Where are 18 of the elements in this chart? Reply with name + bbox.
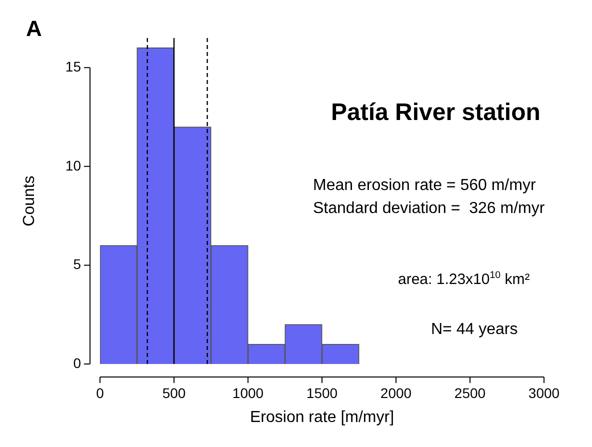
y-tick-label: 15 bbox=[65, 58, 82, 74]
annotation: Mean erosion rate = 560 m/myr bbox=[313, 177, 536, 194]
x-tick-label: 2500 bbox=[454, 384, 486, 401]
y-tick-label: 5 bbox=[73, 256, 82, 272]
x-tick-label: 2000 bbox=[380, 384, 412, 401]
y-tick-label: 10 bbox=[65, 157, 82, 174]
x-tick-label: 0 bbox=[96, 384, 104, 401]
x-tick-label: 1000 bbox=[232, 384, 264, 401]
annotation: Standard deviation = 326 m/myr bbox=[313, 200, 546, 217]
x-tick-label: 3000 bbox=[528, 384, 560, 401]
x-tick-label: 500 bbox=[162, 384, 186, 401]
x-axis-title: Erosion rate [m/myr] bbox=[250, 409, 394, 426]
y-axis-title: Counts bbox=[21, 176, 38, 226]
y-tick-label: 0 bbox=[73, 354, 82, 371]
x-tick-label: 1500 bbox=[306, 384, 338, 401]
text: A bbox=[26, 16, 42, 41]
text: Patía River station bbox=[331, 99, 540, 126]
annotation: N= 44 years bbox=[431, 321, 518, 338]
